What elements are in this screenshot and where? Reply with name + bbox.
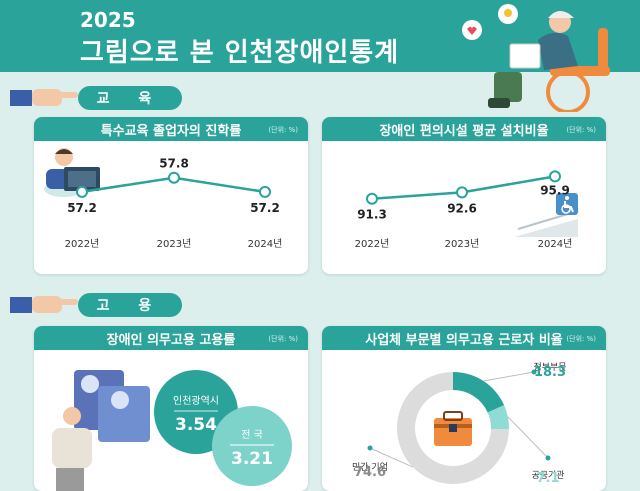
data-point [366, 192, 378, 205]
donut-slice [397, 372, 509, 484]
facility-rate-card: 장애인 편의시설 평균 설치비율 (단위: %) 91.3 2022년 92.6 20… [322, 117, 606, 274]
data-point [549, 170, 561, 183]
graduate-line-chart: 57.2 2022년 57.8 2023년 57.2 2024년 [44, 148, 283, 250]
card-header: 장애인 편의시설 평균 설치비율 (단위: %) [322, 117, 606, 141]
card-title: 특수교육 졸업자의 진학률 [100, 123, 242, 139]
graduate-rate-card: 특수교육 졸업자의 진학률 (단위: %) 57.2 2022년 57.8 2023년… [34, 117, 308, 274]
donut-slice [487, 405, 509, 430]
ramp-illustration [514, 193, 579, 237]
data-label: 95.9 [540, 183, 570, 197]
slice-value: 7.1 [536, 471, 559, 486]
person-with-resumes-illustration [52, 370, 150, 491]
card-title: 사업체 부문별 의무고용 근로자 비율 [365, 332, 563, 348]
x-tick-label: 2022년 [355, 238, 390, 250]
data-point [76, 185, 88, 198]
employment-rate-bubbles: 인천광역시 3.54 전 국 3.21 [52, 370, 292, 491]
data-label: 91.3 [357, 208, 387, 222]
slice-value: 74.6 [354, 465, 386, 480]
leader-dot [531, 369, 537, 375]
data-point [456, 186, 468, 199]
unit-label: (단위: %) [566, 335, 596, 343]
leader-line [483, 371, 535, 382]
slice-category: 정부부문 [533, 362, 566, 373]
card-header: 장애인 의무고용 고용률 (단위: %) [34, 326, 308, 350]
bubble-value: 3.54 [175, 415, 217, 435]
briefcase-icon [434, 411, 472, 446]
slice-value: 18.3 [534, 365, 566, 380]
x-tick-label: 2024년 [248, 238, 283, 250]
facility-line-chart: 91.3 2022년 92.6 2023년 95.9 2024년 [355, 170, 579, 250]
section-employment-pill: 고 용 [78, 293, 182, 317]
unit-label: (단위: %) [566, 126, 596, 134]
x-tick-label: 2024년 [538, 238, 573, 250]
header-banner: 2025 그림으로 본 인천장애인통계 [0, 0, 640, 112]
unit-label: (단위: %) [268, 335, 298, 343]
data-label: 92.6 [447, 201, 477, 215]
bubble-value: 3.21 [231, 449, 273, 469]
donut-slice [453, 372, 505, 413]
leader-dot [367, 445, 373, 451]
leader-dot [545, 455, 551, 461]
x-tick-label: 2022년 [65, 238, 100, 250]
x-tick-label: 2023년 [157, 238, 192, 250]
leader-line [507, 416, 549, 459]
slice-category: 공공기관 [531, 470, 564, 481]
data-label: 57.2 [67, 201, 97, 215]
data-label: 57.2 [250, 201, 280, 215]
unit-label: (단위: %) [268, 126, 298, 134]
card-title: 장애인 편의시설 평균 설치비율 [379, 123, 549, 139]
card-header: 특수교육 졸업자의 진학률 (단위: %) [34, 117, 308, 141]
leader-line [369, 447, 414, 468]
card-header: 사업체 부문별 의무고용 근로자 비율 (단위: %) [322, 326, 606, 350]
data-point [168, 171, 180, 184]
pointing-hand-icon [10, 296, 78, 313]
data-label: 57.8 [159, 157, 189, 171]
wheelchair-person-illustration [462, 4, 610, 112]
bubble-category: 전 국 [241, 429, 263, 441]
value-bubble [212, 406, 292, 486]
header-year: 2025 [80, 8, 136, 32]
sector-ratio-card: 사업체 부문별 의무고용 근로자 비율 (단위: %) 정부부문 18.3 공공기관… [322, 326, 606, 491]
section-education-pill: 교 육 [78, 86, 182, 110]
x-tick-label: 2023년 [445, 238, 480, 250]
card-title: 장애인 의무고용 고용률 [106, 332, 236, 348]
employment-rate-card: 장애인 의무고용 고용률 (단위: %) 인천광역시 3.54 전 국 3.21 [34, 326, 308, 491]
page-title: 그림으로 본 인천장애인통계 [80, 38, 400, 68]
slice-category: 민간 기업 [352, 462, 388, 473]
pointing-hand-icon [10, 89, 78, 106]
data-point [259, 185, 271, 198]
bubble-category: 인천광역시 [173, 395, 219, 407]
reading-person-illustration [44, 148, 100, 197]
